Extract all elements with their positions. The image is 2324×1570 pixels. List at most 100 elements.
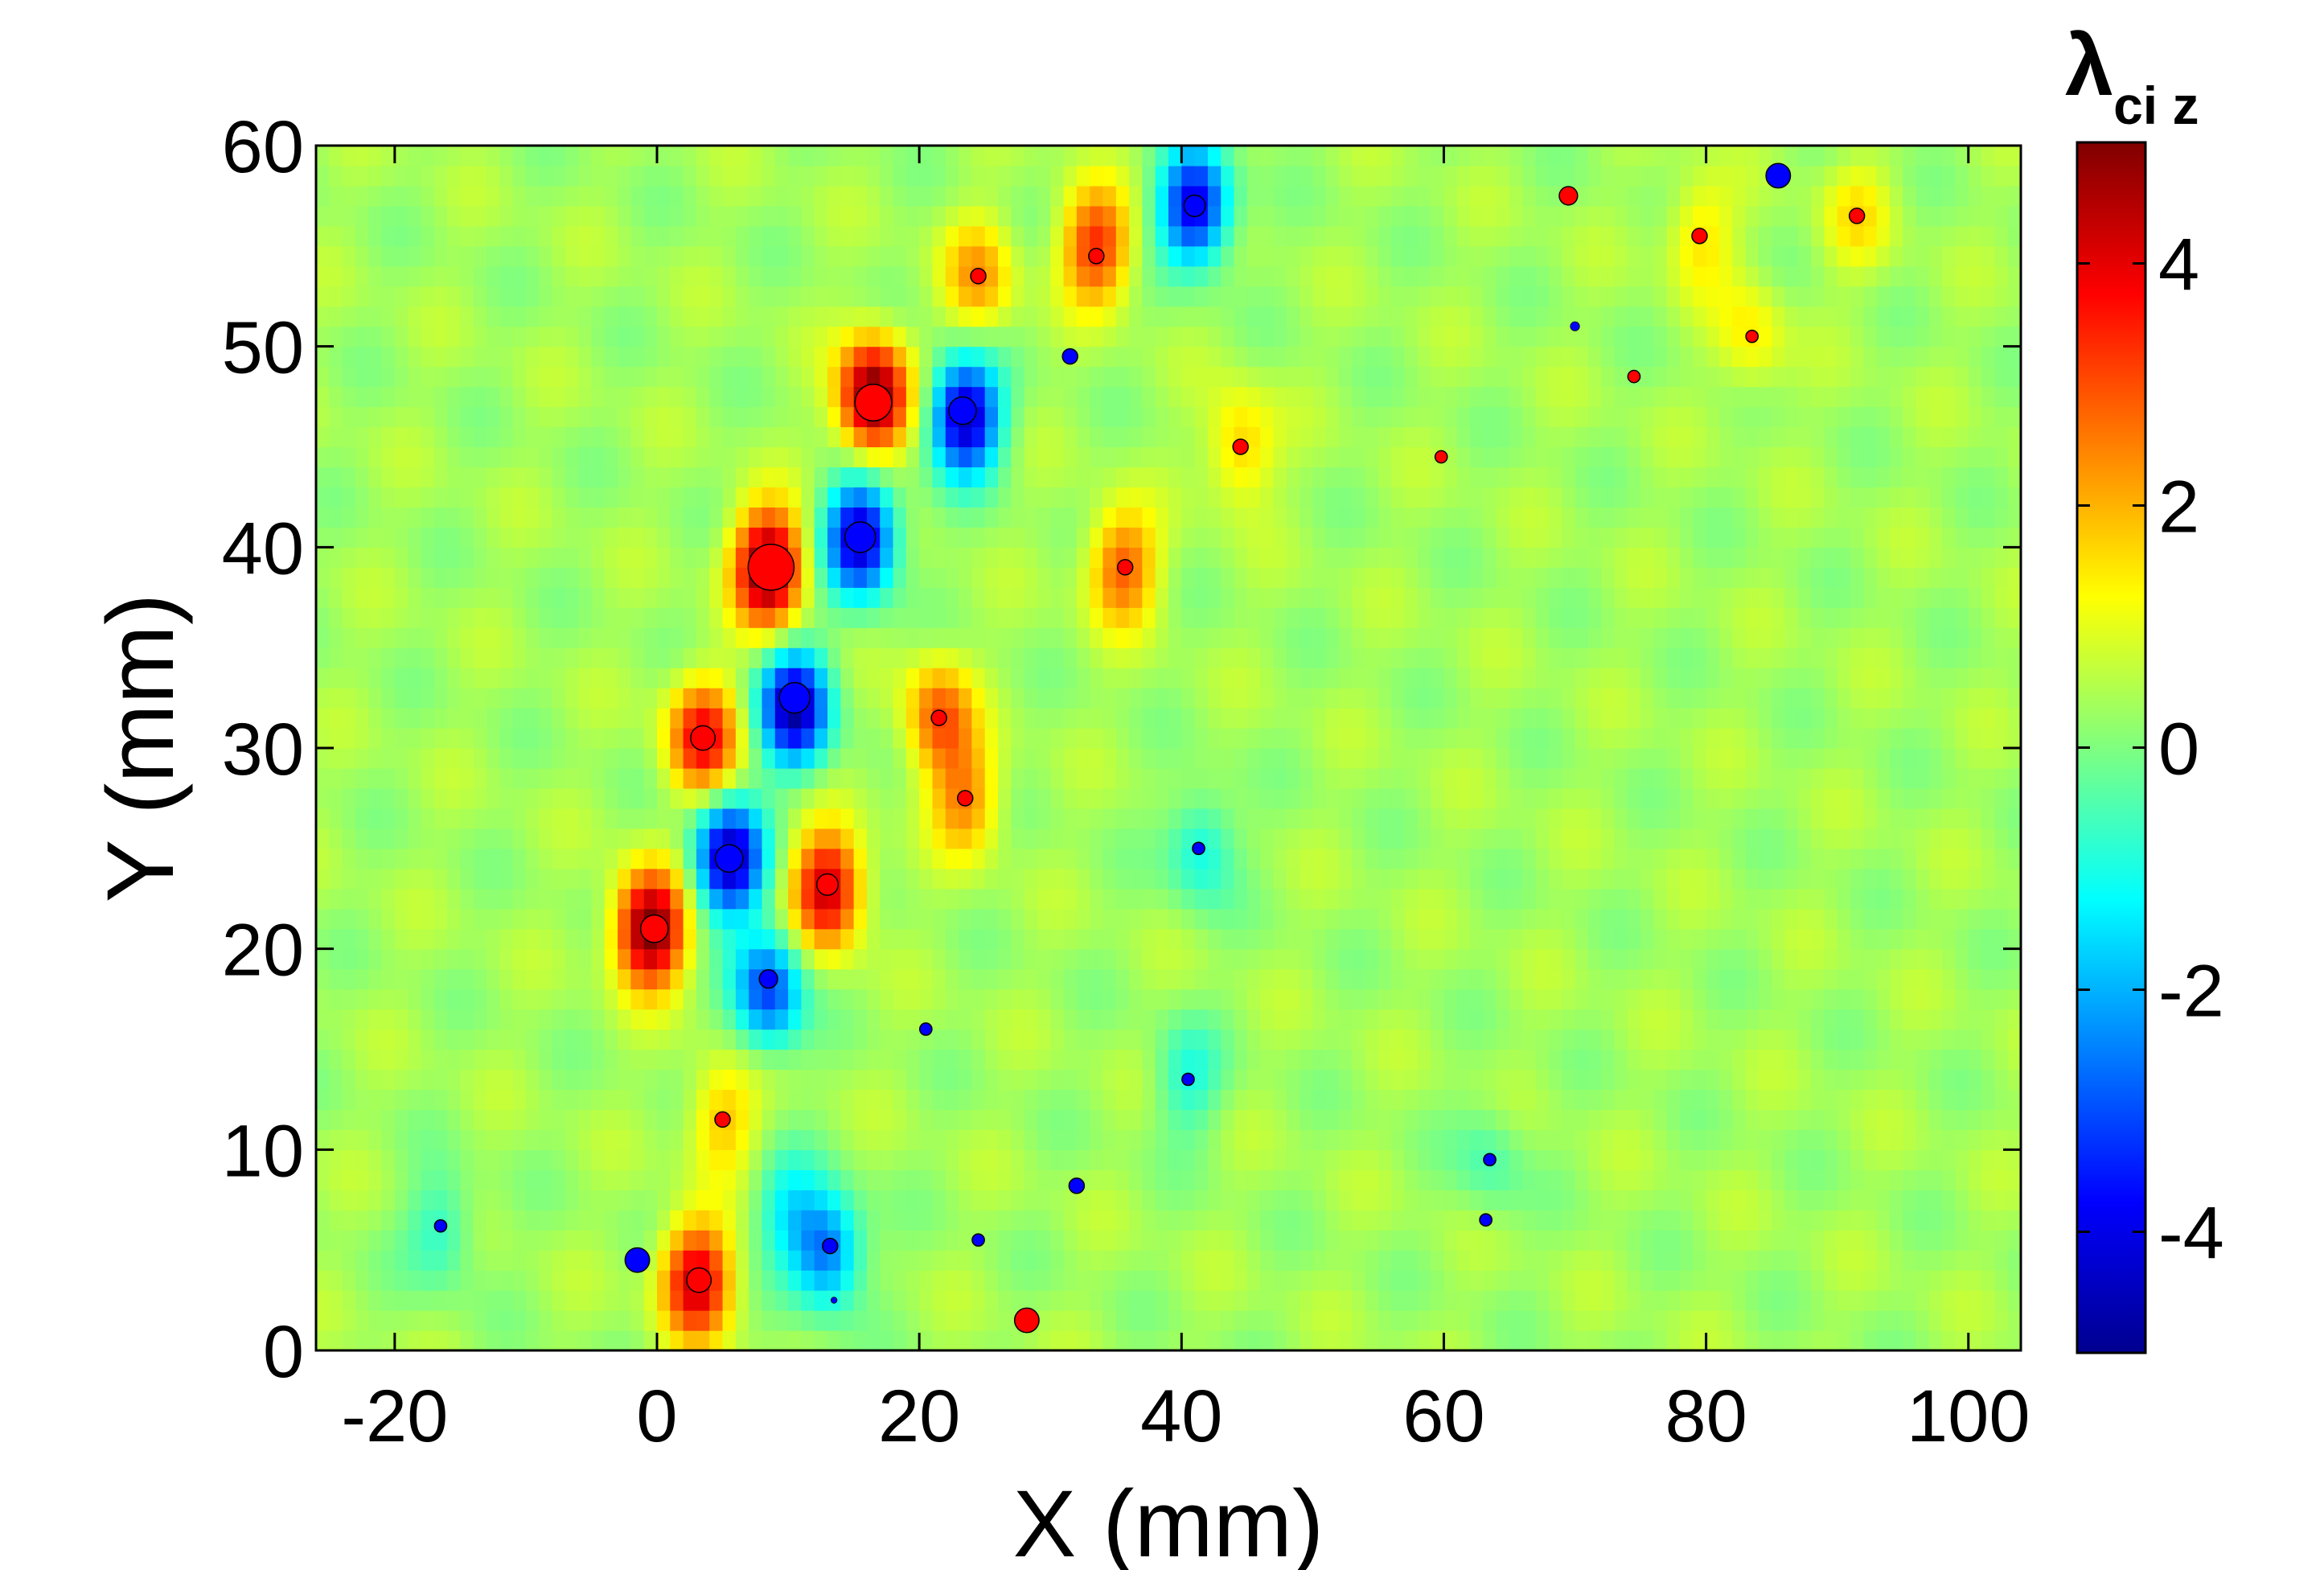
heatmap-cell <box>814 787 828 809</box>
heatmap-cell <box>762 1330 776 1350</box>
heatmap-cell <box>604 868 618 890</box>
heatmap-cell <box>1168 1049 1182 1071</box>
heatmap-cell <box>1378 968 1392 990</box>
heatmap-cell <box>618 908 631 930</box>
heatmap-cell <box>722 1230 737 1251</box>
heatmap-cell <box>1706 1029 1720 1050</box>
heatmap-cell <box>1011 1149 1025 1170</box>
heatmap-cell <box>368 828 383 849</box>
heatmap-cell <box>945 1069 959 1091</box>
heatmap-cell <box>1745 868 1759 890</box>
heatmap-cell <box>604 1029 618 1050</box>
heatmap-cell <box>1837 988 1851 1010</box>
heatmap-cell <box>1614 1169 1628 1190</box>
heatmap-cell <box>433 627 448 648</box>
heatmap-cell <box>1260 1290 1275 1311</box>
heatmap-cell <box>1339 908 1353 930</box>
heatmap-cell <box>604 647 618 668</box>
heatmap-cell <box>762 1250 776 1271</box>
heatmap-cell <box>1378 627 1392 648</box>
heatmap-cell <box>1142 848 1156 869</box>
heatmap-cell <box>1732 948 1747 970</box>
heatmap-cell <box>630 587 645 608</box>
heatmap-cell <box>1404 1310 1419 1331</box>
heatmap-cell <box>1050 1089 1065 1110</box>
heatmap-cell <box>329 928 343 950</box>
heatmap-cell <box>1194 728 1209 749</box>
heatmap-cell <box>1129 688 1143 709</box>
heatmap-cell <box>1365 1290 1379 1311</box>
heatmap-cell <box>525 1210 540 1231</box>
heatmap-cell <box>525 787 540 809</box>
heatmap-cell <box>552 808 566 829</box>
heatmap-cell <box>1286 587 1300 608</box>
heatmap-cell <box>1850 968 1864 990</box>
heatmap-cell <box>1273 1149 1287 1170</box>
heatmap-cell <box>1587 728 1602 749</box>
heatmap-cell <box>801 848 815 869</box>
heatmap-cell <box>1575 1129 1589 1150</box>
heatmap-cell <box>1246 767 1261 789</box>
heatmap-cell <box>1837 748 1851 769</box>
heatmap-cell <box>1627 808 1641 829</box>
heatmap-cell <box>1234 888 1248 910</box>
heatmap-cell <box>1273 968 1287 990</box>
heatmap-cell <box>1325 808 1340 829</box>
heatmap-cell <box>487 567 500 588</box>
heatmap-cell <box>1129 668 1143 688</box>
heatmap-cell <box>487 808 500 829</box>
heatmap-cell <box>1627 647 1641 668</box>
heatmap-cell <box>1181 988 1196 1010</box>
heatmap-cell <box>1627 728 1641 749</box>
heatmap-cell <box>670 1049 684 1071</box>
heatmap-cell <box>329 988 343 1010</box>
heatmap-cell <box>1784 1230 1799 1251</box>
heatmap-cell <box>394 1190 409 1210</box>
heatmap-cell <box>1443 1069 1458 1091</box>
heatmap-cell <box>853 1009 868 1030</box>
heatmap-cell <box>683 1230 697 1251</box>
heatmap-cell <box>1548 1230 1562 1251</box>
heatmap-cell <box>1207 1069 1222 1091</box>
heatmap-cell <box>1955 1089 1969 1110</box>
heatmap-cell <box>329 1109 343 1130</box>
heatmap-cell <box>1168 767 1182 789</box>
heatmap-cell <box>1102 1210 1117 1231</box>
heatmap-cell <box>1312 627 1327 648</box>
heatmap-cell <box>880 1069 894 1091</box>
heatmap-cell <box>1129 767 1143 789</box>
heatmap-cell <box>1758 808 1772 829</box>
heatmap-cell <box>1758 688 1772 709</box>
heatmap-cell <box>971 828 986 849</box>
heatmap-cell <box>1942 767 1957 789</box>
heatmap-cell <box>1772 988 1786 1010</box>
heatmap-cell <box>1968 708 1982 729</box>
heatmap-cell <box>1903 808 1917 829</box>
heatmap-cell <box>1221 968 1235 990</box>
heatmap-cell <box>722 828 737 849</box>
heatmap-cell <box>1706 587 1720 608</box>
heatmap-cell <box>1234 607 1248 628</box>
heatmap-cell <box>1772 1049 1786 1071</box>
heatmap-cell <box>1968 808 1982 829</box>
heatmap-cell <box>1811 1190 1825 1210</box>
heatmap-cell <box>1090 1290 1104 1311</box>
heatmap-cell <box>683 1009 697 1030</box>
heatmap-cell <box>1824 688 1838 709</box>
heatmap-cell <box>1718 888 1733 910</box>
heatmap-cell <box>604 1290 618 1311</box>
heatmap-cell <box>1155 808 1169 829</box>
heatmap-cell <box>1535 1290 1550 1311</box>
heatmap-cell <box>853 1129 868 1150</box>
heatmap-cell <box>788 888 802 910</box>
heatmap-cell <box>1850 1089 1864 1110</box>
heatmap-cell <box>643 988 658 1010</box>
heatmap-cell <box>618 1230 631 1251</box>
heatmap-cell <box>342 1250 356 1271</box>
heatmap-cell <box>447 1129 461 1150</box>
heatmap-cell <box>1903 1049 1917 1071</box>
heatmap-cell <box>578 1109 593 1130</box>
heatmap-cell <box>945 1210 959 1231</box>
heatmap-cell <box>774 627 789 648</box>
heatmap-cell <box>1640 1250 1654 1271</box>
